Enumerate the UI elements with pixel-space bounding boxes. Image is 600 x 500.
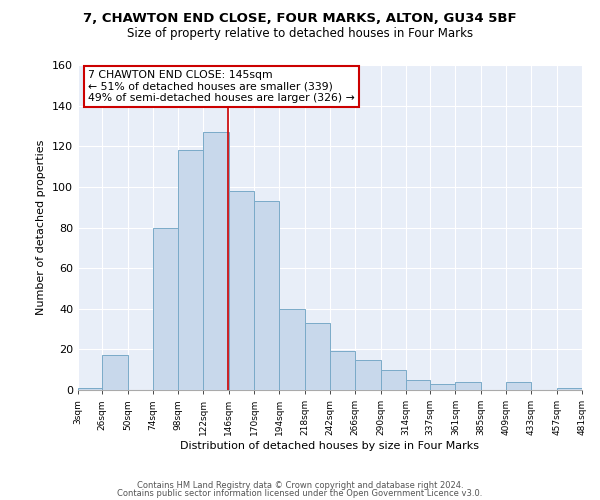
Bar xyxy=(305,323,330,390)
Bar xyxy=(380,370,406,390)
Y-axis label: Number of detached properties: Number of detached properties xyxy=(37,140,46,315)
Bar xyxy=(229,191,254,390)
Text: Size of property relative to detached houses in Four Marks: Size of property relative to detached ho… xyxy=(127,28,473,40)
Bar xyxy=(280,308,305,390)
Bar xyxy=(178,150,203,390)
Bar xyxy=(557,388,582,390)
Bar xyxy=(78,388,102,390)
Bar xyxy=(406,380,430,390)
X-axis label: Distribution of detached houses by size in Four Marks: Distribution of detached houses by size … xyxy=(181,441,479,451)
Bar xyxy=(455,382,481,390)
Text: 7, CHAWTON END CLOSE, FOUR MARKS, ALTON, GU34 5BF: 7, CHAWTON END CLOSE, FOUR MARKS, ALTON,… xyxy=(83,12,517,26)
Bar xyxy=(430,384,455,390)
Bar xyxy=(330,352,355,390)
Bar xyxy=(506,382,532,390)
Text: Contains public sector information licensed under the Open Government Licence v3: Contains public sector information licen… xyxy=(118,489,482,498)
Bar xyxy=(355,360,380,390)
Bar xyxy=(102,356,128,390)
Bar xyxy=(153,228,178,390)
Text: 7 CHAWTON END CLOSE: 145sqm
← 51% of detached houses are smaller (339)
49% of se: 7 CHAWTON END CLOSE: 145sqm ← 51% of det… xyxy=(88,70,355,103)
Bar xyxy=(203,132,229,390)
Text: Contains HM Land Registry data © Crown copyright and database right 2024.: Contains HM Land Registry data © Crown c… xyxy=(137,480,463,490)
Bar xyxy=(254,201,280,390)
